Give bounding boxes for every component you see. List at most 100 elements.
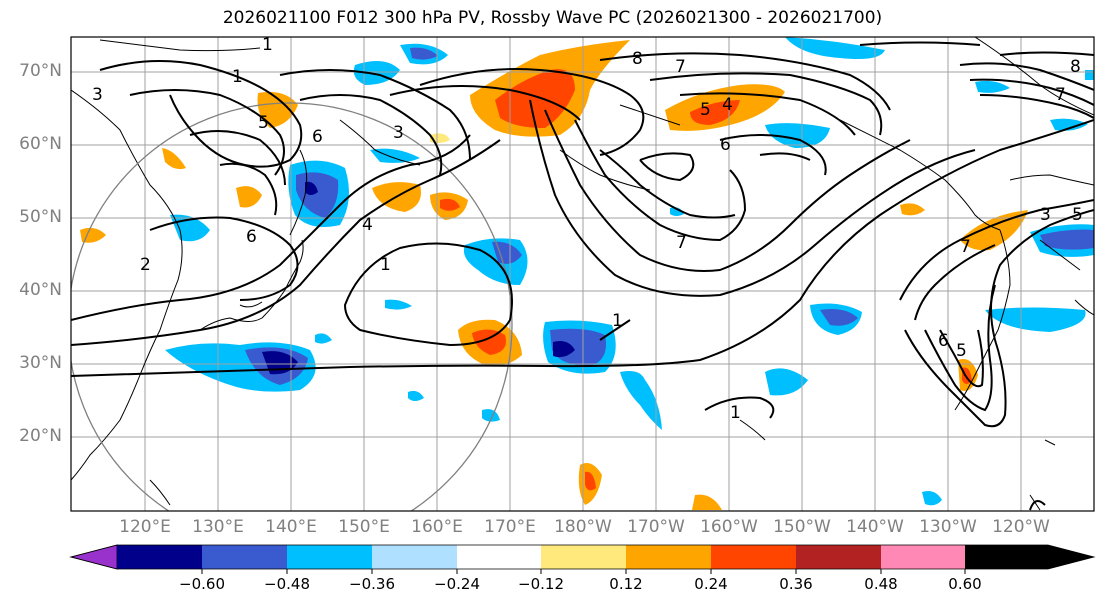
positive-anomaly-region <box>900 203 925 216</box>
lat-label: 30°N <box>19 353 62 373</box>
negative-anomaly-mid <box>550 328 606 366</box>
contour-label: 1 <box>730 403 741 423</box>
colorbar-segment <box>372 545 457 569</box>
colorbar-tick-label: −0.36 <box>349 575 395 593</box>
negative-anomaly-region <box>670 207 684 216</box>
colorbar-segment <box>541 545 626 569</box>
contour-label: 4 <box>722 95 733 115</box>
positive-anomaly-region <box>960 210 1028 251</box>
contour-label: 6 <box>938 331 949 351</box>
lon-label: 140°E <box>265 517 317 537</box>
colorbar-tick-label: −0.24 <box>434 575 480 593</box>
negative-anomaly-core <box>305 181 318 195</box>
contour-label: 6 <box>312 127 323 147</box>
lon-label: 150°E <box>338 517 390 537</box>
colorbar-segment <box>457 545 541 569</box>
pv-contours <box>71 41 1094 511</box>
contour-label: 7 <box>676 233 687 253</box>
negative-anomaly-region <box>985 307 1086 332</box>
contour-label: 7 <box>1055 85 1066 105</box>
lon-label: 120°E <box>119 517 171 537</box>
positive-anomaly-region <box>692 494 722 510</box>
colorbar-tick-label: 0.36 <box>779 575 813 593</box>
contour-label: 7 <box>960 237 971 257</box>
contour-label: 1 <box>380 255 391 275</box>
negative-anomaly-region <box>1050 118 1088 131</box>
colorbar-tick-label: −0.12 <box>518 575 564 593</box>
lat-label: 40°N <box>19 280 62 300</box>
colorbar-segment <box>117 545 202 569</box>
contour-label: 3 <box>393 123 404 143</box>
colorbar-extend-min <box>69 544 118 570</box>
positive-anomaly-region <box>257 91 298 128</box>
contour-label: 8 <box>632 49 643 69</box>
negative-anomaly-core <box>553 341 575 358</box>
negative-anomaly-region <box>785 37 885 59</box>
colorbar-tick-label: −0.48 <box>264 575 310 593</box>
lon-label: 120°W <box>992 517 1050 537</box>
contour-label: 3 <box>1040 205 1051 225</box>
contour-label: 5 <box>956 341 967 361</box>
colorbar <box>69 544 1096 574</box>
negative-anomaly-region <box>482 409 500 422</box>
lon-label: 150°W <box>773 517 831 537</box>
lon-label: 160°W <box>700 517 758 537</box>
negative-anomaly-region <box>975 80 1010 93</box>
negative-anomaly-region <box>315 333 332 344</box>
positive-anomaly-core <box>585 471 596 491</box>
colorbar-segment <box>287 545 372 569</box>
lon-label: 130°E <box>192 517 244 537</box>
contour-label: 5 <box>1072 205 1083 225</box>
negative-anomaly-region <box>765 368 808 396</box>
negative-anomaly-region <box>765 123 830 148</box>
colorbar-tick-label: 0.12 <box>609 575 643 593</box>
lon-label: 130°W <box>919 517 977 537</box>
contour-label: 6 <box>246 227 257 247</box>
contour-label: 1 <box>262 35 273 55</box>
contour-label: 5 <box>700 100 711 120</box>
negative-anomaly-mid <box>492 241 522 264</box>
positive-anomaly-region <box>236 186 262 208</box>
plot-frame <box>70 36 1095 512</box>
negative-anomaly-mid <box>1040 229 1094 250</box>
positive-anomaly-region <box>80 227 106 243</box>
lat-label: 50°N <box>19 207 62 227</box>
contour-label: 6 <box>720 135 731 155</box>
negative-anomaly-region <box>922 491 942 506</box>
lat-label: 20°N <box>19 426 62 446</box>
contour-label: 5 <box>258 113 269 133</box>
negative-anomaly-region <box>370 148 420 163</box>
negative-anomaly-mid <box>820 309 858 326</box>
contour-label: 2 <box>140 255 151 275</box>
colorbar-tick-label: 0.48 <box>864 575 898 593</box>
contour-label: 8 <box>1070 57 1081 77</box>
colorbar-segment <box>881 545 965 569</box>
colorbar-segment <box>626 545 711 569</box>
lon-label: 180°W <box>554 517 612 537</box>
lon-label: 140°W <box>846 517 904 537</box>
negative-anomaly-mid <box>410 47 438 60</box>
colorbar-tick-label: −0.60 <box>179 575 225 593</box>
coastlines <box>71 37 1094 511</box>
colorbar-segment <box>711 545 796 569</box>
contour-label-group: 1 1 1 1 1 2 3 3 3 4 4 5 5 5 5 6 6 6 6 7 … <box>92 35 1083 423</box>
reference-circle <box>71 102 513 511</box>
colorbar-extend-max <box>965 545 1094 569</box>
contour-label: 7 <box>675 57 686 77</box>
contour-label: 3 <box>92 85 103 105</box>
lat-label: 60°N <box>19 134 62 154</box>
negative-anomaly-region <box>408 390 424 401</box>
lon-label: 160°E <box>411 517 463 537</box>
colorbar-tick-label: 0.24 <box>694 575 728 593</box>
positive-anomaly-core <box>495 69 575 128</box>
negative-anomaly-region <box>385 299 412 310</box>
map-title: 2026021100 F012 300 hPa PV, Rossby Wave … <box>222 8 883 28</box>
colorbar-segment <box>202 545 287 569</box>
positive-anomaly-core <box>472 329 506 355</box>
positive-anomaly-region <box>162 148 186 170</box>
contour-label: 1 <box>612 311 623 331</box>
colorbar-tick-label: 0.60 <box>948 575 982 593</box>
colorbar-segment <box>796 545 881 569</box>
colorbar-ticks <box>201 569 966 574</box>
